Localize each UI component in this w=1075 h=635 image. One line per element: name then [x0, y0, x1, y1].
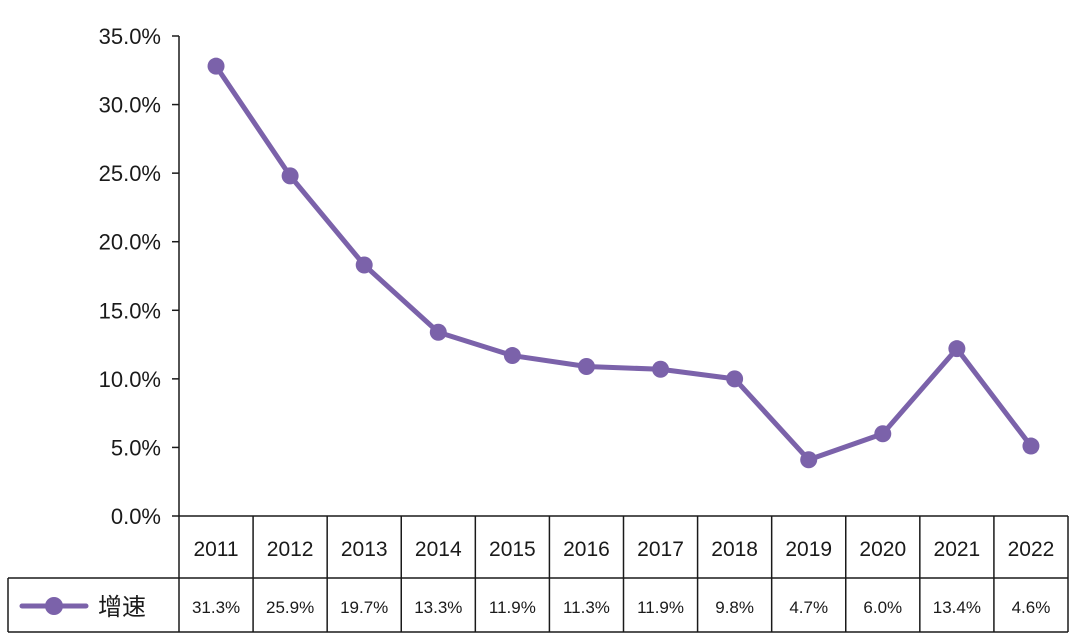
data-point [652, 360, 670, 378]
table-value: 19.7% [340, 598, 388, 617]
table-value: 4.7% [789, 598, 828, 617]
table-value: 25.9% [266, 598, 314, 617]
data-point [355, 256, 373, 274]
data-point [207, 57, 225, 75]
category-label: 2021 [934, 538, 981, 561]
data-point [503, 347, 521, 365]
data-point [429, 323, 447, 341]
table-value-labels: 31.3% 25.9% 19.7% 13.3% 11.9% 11.3% 11.9% 9.8% 4… [192, 598, 1050, 617]
category-label: 2013 [341, 538, 388, 561]
data-point [948, 340, 966, 358]
table-value: 4.6% [1012, 598, 1051, 617]
table-value: 31.3% [192, 598, 240, 617]
y-tick-label: 35.0% [99, 24, 161, 49]
legend: 增速 [19, 593, 146, 621]
category-label: 2014 [415, 538, 462, 561]
category-label: 2019 [785, 538, 832, 561]
y-tick-label: 0.0% [111, 504, 161, 529]
series-line [207, 57, 1040, 469]
y-tick-label: 15.0% [99, 298, 161, 323]
table-value: 6.0% [863, 598, 902, 617]
y-tick-label: 30.0% [99, 93, 161, 118]
y-tick-label: 25.0% [99, 161, 161, 186]
category-label: 2018 [711, 538, 758, 561]
y-axis: 0.0% 5.0% 10.0% 15.0% 20.0% 25.0% 30.0% 35.0% [99, 24, 180, 529]
y-tick-label: 20.0% [99, 230, 161, 255]
table-value: 11.9% [637, 598, 684, 617]
category-label: 2016 [563, 538, 610, 561]
category-label: 2015 [489, 538, 536, 561]
table-value: 13.4% [933, 598, 981, 617]
table-value: 11.9% [489, 598, 536, 617]
data-point [874, 425, 892, 443]
table-value: 13.3% [414, 598, 462, 617]
data-point [281, 167, 299, 185]
y-tick-label: 5.0% [111, 435, 161, 460]
data-point [1022, 437, 1040, 455]
data-point [726, 370, 744, 388]
data-table [7, 515, 1069, 633]
category-label: 2011 [193, 538, 238, 561]
series-line-path [213, 63, 1034, 463]
category-label: 2020 [859, 538, 906, 561]
category-label: 2017 [637, 538, 684, 561]
category-labels: 2011 2012 2013 2014 2015 2016 2017 2018 2019 2020… [193, 538, 1054, 561]
y-tick-label: 10.0% [99, 367, 161, 392]
category-label: 2012 [267, 538, 314, 561]
legend-label: 增速 [98, 593, 146, 621]
table-value: 11.3% [563, 598, 610, 617]
table-value: 9.8% [715, 598, 754, 617]
category-label: 2022 [1008, 538, 1055, 561]
legend-marker-swatch [45, 597, 63, 615]
data-point [577, 358, 595, 376]
data-point [800, 451, 818, 469]
